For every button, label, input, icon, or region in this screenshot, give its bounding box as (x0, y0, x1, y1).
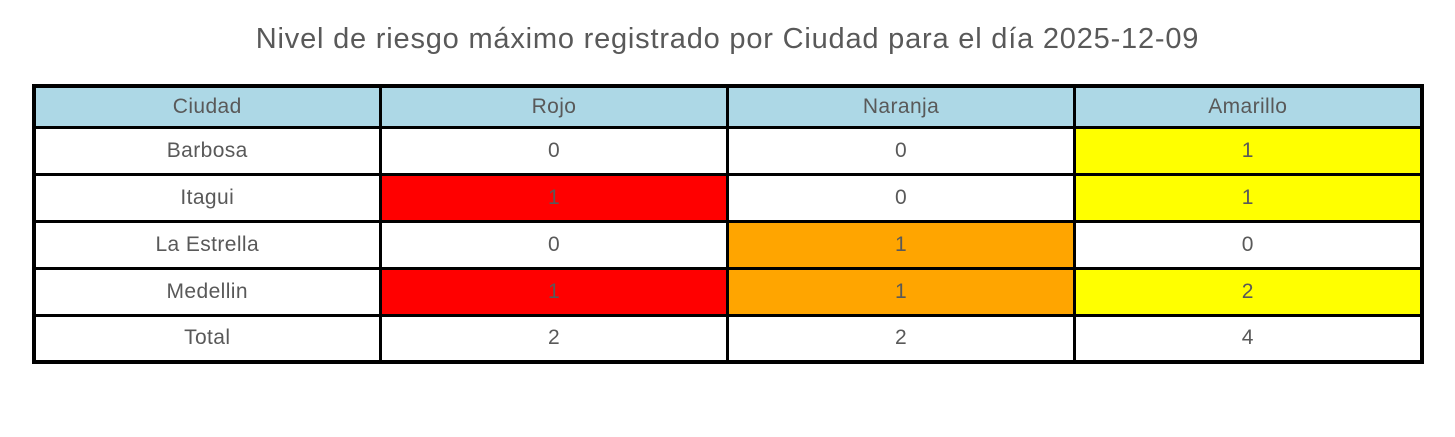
table-row: Itagui 1 0 1 (32, 172, 1423, 223)
table-row: La Estrella 0 1 0 (32, 219, 1423, 270)
value-cell: 1 (379, 266, 729, 317)
value-cell: 4 (1073, 313, 1423, 364)
value-cell: 0 (726, 125, 1076, 176)
value-cell: 2 (1073, 266, 1423, 317)
table-header-row: Ciudad Rojo Naranja Amarillo (32, 84, 1423, 129)
table-row: Barbosa 0 0 1 (32, 125, 1423, 176)
city-cell: Itagui (32, 172, 382, 223)
value-cell: 1 (379, 172, 729, 223)
value-cell: 0 (379, 219, 729, 270)
city-cell: La Estrella (32, 219, 382, 270)
value-cell: 0 (1073, 219, 1423, 270)
value-cell: 0 (726, 172, 1076, 223)
city-cell: Medellin (32, 266, 382, 317)
value-cell: 1 (726, 219, 1076, 270)
value-cell: 0 (379, 125, 729, 176)
city-cell: Barbosa (32, 125, 382, 176)
header-cell-ciudad: Ciudad (32, 84, 382, 129)
value-cell: 1 (726, 266, 1076, 317)
table-row-total: Total 2 2 4 (32, 313, 1423, 364)
city-cell: Total (32, 313, 382, 364)
header-cell-naranja: Naranja (726, 84, 1076, 129)
value-cell: 1 (1073, 125, 1423, 176)
value-cell: 2 (379, 313, 729, 364)
value-cell: 2 (726, 313, 1076, 364)
risk-table: Ciudad Rojo Naranja Amarillo Barbosa 0 0… (31, 84, 1424, 364)
header-cell-rojo: Rojo (379, 84, 729, 129)
value-cell: 1 (1073, 172, 1423, 223)
header-cell-amarillo: Amarillo (1073, 84, 1423, 129)
page-title: Nivel de riesgo máximo registrado por Ci… (255, 23, 1200, 55)
table-row: Medellin 1 1 2 (32, 266, 1423, 317)
